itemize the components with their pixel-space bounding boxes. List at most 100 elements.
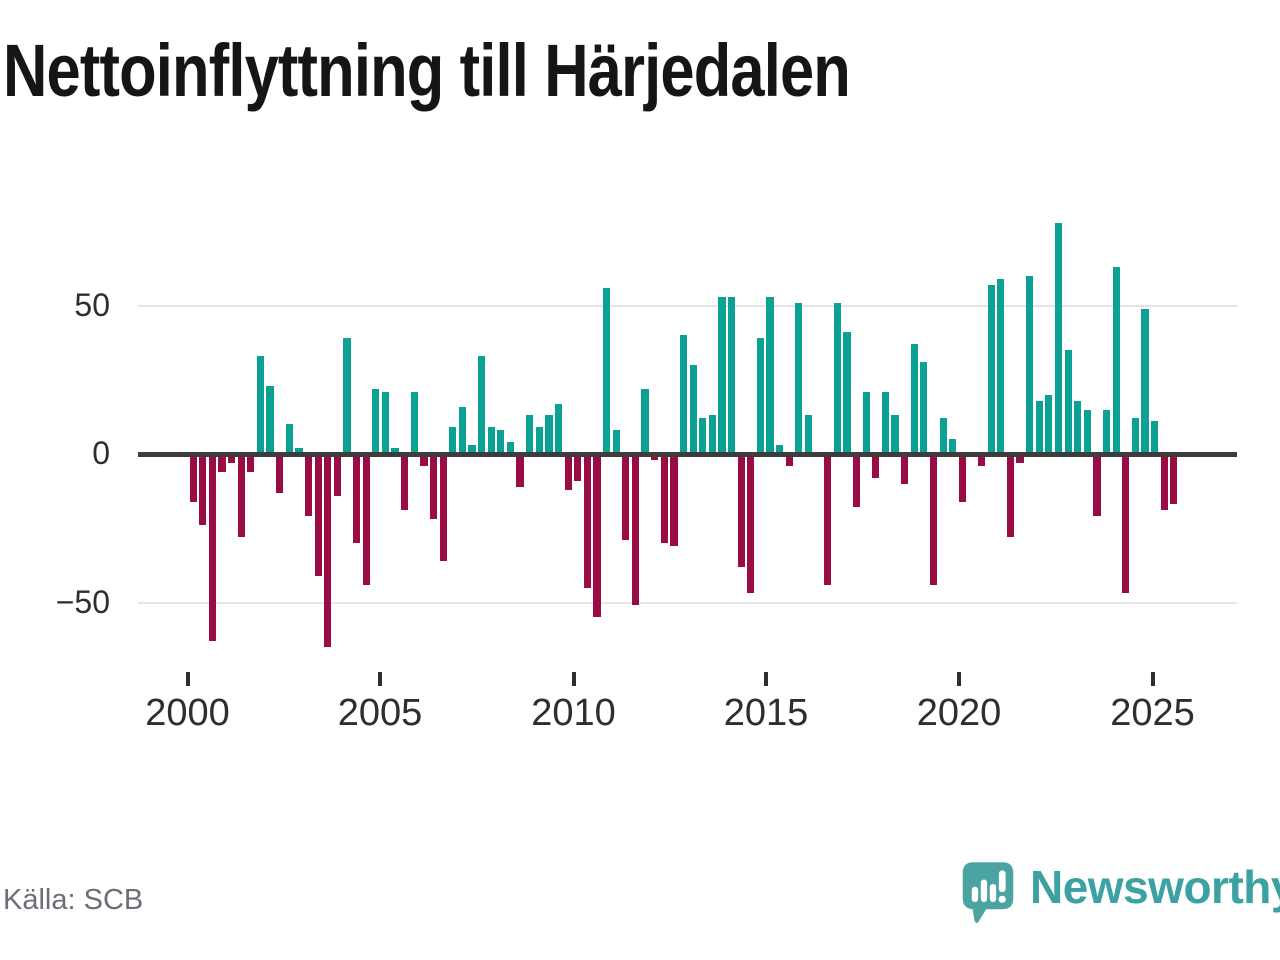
bar-2012Q4 (679, 335, 688, 454)
bar-2008Q2 (506, 442, 515, 454)
bar-2022Q1 (1035, 400, 1043, 454)
x-axis-tick-2000 (185, 672, 190, 686)
bar-2023Q3 (1093, 454, 1101, 517)
bar-2025Q2 (1160, 454, 1168, 511)
bar-2015Q3 (785, 454, 793, 466)
bar-2001Q1 (228, 454, 236, 463)
bar-2009Q2 (545, 415, 553, 454)
bar-2011Q3 (631, 454, 640, 606)
bar-2002Q2 (276, 454, 284, 493)
bar-2018Q1 (881, 391, 890, 454)
bar-2018Q3 (901, 454, 909, 484)
bar-2010Q4 (602, 287, 611, 454)
bar-2006Q3 (439, 454, 447, 561)
y-axis-label-0: 0 (92, 435, 110, 471)
bar-2008Q4 (526, 415, 534, 454)
bar-2013Q3 (708, 415, 716, 454)
bar-2005Q1 (381, 391, 390, 454)
bar-2024Q2 (1122, 454, 1130, 594)
chart-title: Nettoinflyttning till Härjedalen (3, 29, 851, 112)
bar-2025Q1 (1151, 421, 1159, 454)
newsworthy-logo: Newsworthy (960, 858, 1280, 928)
bar-2023Q1 (1074, 400, 1082, 454)
bar-2008Q1 (497, 430, 505, 454)
bar-2021Q3 (1016, 454, 1024, 463)
bar-2024Q1 (1112, 267, 1120, 454)
bar-2015Q4 (795, 302, 803, 454)
bar-2004Q4 (372, 388, 380, 454)
bar-2006Q1 (420, 454, 428, 466)
bar-2009Q4 (564, 454, 572, 490)
bar-2014Q1 (727, 296, 736, 454)
bar-2010Q2 (583, 454, 591, 588)
bar-2019Q4 (949, 439, 957, 454)
bar-2012Q3 (670, 454, 678, 546)
bar-2021Q1 (997, 279, 1005, 454)
bar-2012Q1 (651, 454, 659, 460)
bar-2014Q3 (747, 454, 755, 594)
bar-2023Q4 (1102, 409, 1111, 454)
bar-2020Q3 (977, 454, 986, 466)
bar-2025Q3 (1170, 454, 1178, 505)
x-axis-label-2025: 2025 (1110, 692, 1195, 734)
y-axis-label--50: −50 (55, 583, 110, 620)
bar-2003Q2 (314, 454, 322, 576)
bar-2006Q2 (429, 454, 438, 520)
bar-2016Q4 (833, 302, 841, 454)
bar-2001Q3 (247, 454, 255, 472)
bar-2015Q1 (766, 296, 774, 454)
bar-2020Q1 (958, 454, 966, 502)
bar-2000Q1 (189, 454, 197, 502)
bar-2011Q4 (641, 388, 649, 454)
bar-2000Q3 (208, 454, 216, 641)
bar-2011Q1 (612, 430, 620, 454)
bar-2017Q3 (862, 391, 870, 454)
bar-2014Q2 (737, 454, 745, 567)
bar-2005Q4 (410, 391, 418, 454)
bar-2021Q4 (1026, 276, 1034, 454)
bar-2007Q1 (458, 406, 466, 454)
bar-2009Q3 (554, 403, 563, 454)
bar-2010Q3 (593, 454, 601, 618)
bar-2010Q1 (574, 454, 582, 481)
gridline-y50 (138, 305, 1237, 307)
bar-2024Q3 (1131, 418, 1140, 454)
bar-2004Q1 (343, 338, 351, 454)
bar-2009Q1 (535, 427, 543, 454)
bar-2016Q1 (804, 415, 813, 454)
y-axis-label-50: 50 (74, 287, 110, 323)
bar-2008Q3 (516, 454, 524, 487)
bar-2007Q2 (468, 445, 476, 454)
newsworthy-wordmark: Newsworthy (1030, 861, 1280, 913)
bar-2014Q4 (756, 338, 765, 454)
bar-2002Q3 (285, 424, 293, 454)
bar-2022Q4 (1064, 350, 1072, 454)
bar-2023Q2 (1083, 409, 1091, 454)
x-axis-tick-2020 (957, 672, 961, 686)
bar-2003Q4 (333, 454, 341, 496)
bar-2019Q3 (939, 418, 947, 454)
bar-2019Q2 (929, 454, 938, 585)
x-axis-tick-2010 (571, 672, 576, 686)
bar-2004Q3 (362, 454, 370, 585)
bar-2002Q4 (295, 448, 303, 454)
bar-2001Q2 (237, 454, 245, 537)
x-axis-label-2010: 2010 (531, 692, 616, 734)
bar-2024Q4 (1141, 308, 1149, 454)
bar-2006Q4 (449, 427, 457, 454)
newsworthy-speech-bubble-icon (962, 862, 1014, 924)
bar-2018Q2 (891, 415, 899, 454)
x-axis-tick-2015 (764, 672, 768, 686)
bar-2019Q1 (920, 362, 928, 454)
bar-2018Q4 (910, 344, 918, 454)
bar-2005Q3 (401, 454, 409, 511)
bar-2022Q2 (1045, 394, 1053, 454)
x-axis-tick-2005 (378, 672, 382, 686)
bar-2016Q3 (824, 454, 832, 585)
bar-2003Q3 (324, 454, 332, 647)
bar-2013Q4 (718, 296, 726, 454)
x-axis-zero-line (138, 451, 1237, 457)
x-axis-tick-2025 (1150, 672, 1155, 686)
